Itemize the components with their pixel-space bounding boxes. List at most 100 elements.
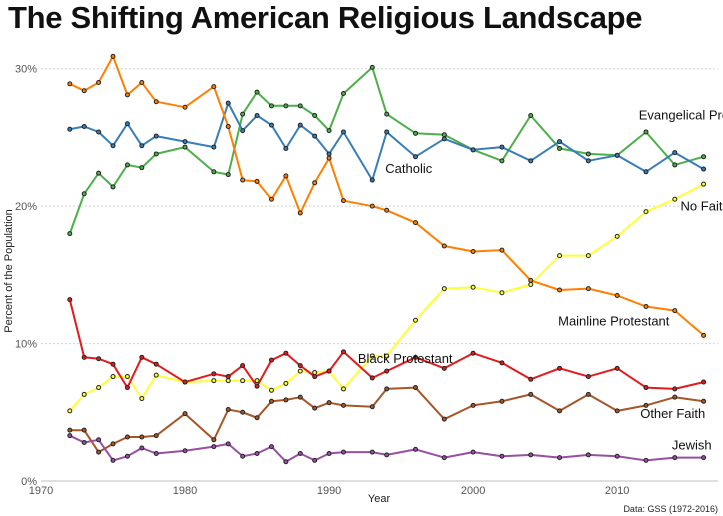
other-faith-point: [413, 385, 419, 391]
other-faith-point: [557, 408, 563, 414]
evangelical-protestant-point: [499, 158, 505, 164]
black-protestant-point: [441, 365, 447, 371]
black-protestant-point: [643, 385, 649, 391]
no-faith-point: [340, 386, 346, 392]
x-tick-label: 2010: [605, 485, 629, 497]
other-faith-point: [672, 394, 678, 400]
mainline-protestant-point: [672, 308, 678, 314]
black-protestant-point: [254, 383, 260, 389]
catholic-point: [384, 129, 390, 135]
jewish-point: [124, 453, 130, 459]
other-faith-point: [96, 449, 102, 455]
mainline-protestant-point: [499, 247, 505, 253]
catholic-point: [254, 112, 260, 118]
catholic-point: [283, 145, 289, 151]
evangelical-protestant-point: [557, 145, 563, 151]
jewish-point: [182, 448, 188, 454]
jewish-point: [672, 455, 678, 461]
catholic-point: [672, 150, 678, 156]
evangelical-protestant-point: [124, 162, 130, 168]
catholic-point: [67, 126, 73, 132]
x-tick-label: 1970: [29, 485, 53, 497]
other-faith-point: [182, 411, 188, 417]
other-faith-point: [312, 405, 318, 411]
catholic-point: [643, 169, 649, 175]
mainline-protestant-point: [413, 220, 419, 226]
x-tick-label: 1980: [173, 485, 197, 497]
black-protestant-point: [283, 350, 289, 356]
evangelical-protestant-point: [643, 129, 649, 135]
evangelical-protestant-point: [413, 130, 419, 136]
other-faith-label: Other Faith: [640, 406, 705, 421]
jewish-point: [585, 452, 591, 458]
mainline-protestant-point: [614, 292, 620, 298]
catholic-point: [268, 122, 274, 128]
catholic-point: [340, 129, 346, 135]
no-faith-point: [701, 181, 707, 187]
other-faith-point: [139, 434, 145, 440]
jewish-point: [701, 455, 707, 461]
other-faith-point: [614, 408, 620, 414]
jewish-point: [312, 457, 318, 463]
no-faith-point: [81, 391, 87, 397]
mainline-protestant-point: [153, 99, 159, 105]
mainline-protestant-point: [81, 88, 87, 94]
evangelical-protestant-point: [225, 172, 231, 178]
y-tick-label: 30%: [15, 64, 37, 76]
mainline-protestant-point: [643, 303, 649, 309]
catholic-point: [312, 133, 318, 139]
y-tick-label: 0%: [21, 476, 37, 488]
no-faith-point: [643, 209, 649, 215]
no-faith-label: No Faith: [681, 198, 723, 213]
no-faith-point: [413, 317, 419, 323]
black-protestant-point: [225, 374, 231, 380]
black-protestant-point: [240, 363, 246, 369]
jewish-point: [614, 453, 620, 459]
evangelical-protestant-point: [585, 151, 591, 157]
jewish-label: Jewish: [672, 437, 712, 452]
mainline-protestant-point: [557, 287, 563, 293]
chart-title: The Shifting American Religious Landscap…: [8, 0, 643, 35]
mainline-protestant-point: [326, 155, 332, 161]
jewish-point: [340, 449, 346, 455]
other-faith-line: [69, 386, 704, 454]
mainline-protestant-point: [110, 53, 116, 59]
catholic-point: [225, 100, 231, 106]
no-faith-point: [384, 353, 390, 359]
jewish-point: [240, 453, 246, 459]
no-faith-point: [312, 369, 318, 375]
no-faith-point: [528, 281, 534, 287]
mainline-protestant-point: [369, 203, 375, 209]
jewish-point: [557, 455, 563, 461]
black-protestant-point: [297, 363, 303, 369]
gridlines: [41, 68, 718, 345]
other-faith-point: [225, 407, 231, 413]
mainline-protestant-point: [297, 210, 303, 216]
other-faith-point: [643, 402, 649, 408]
mainline-protestant-point: [96, 79, 102, 85]
black-protestant-point: [585, 374, 591, 380]
evangelical-protestant-point: [326, 128, 332, 134]
catholic-point: [211, 144, 217, 150]
series-labels: Evangelical Protestant Catholic No Faith Ma…: [358, 108, 723, 453]
other-faith-point: [110, 441, 116, 447]
evangelical-protestant-point: [312, 112, 318, 118]
jewish-point: [326, 451, 332, 457]
catholic-point: [369, 177, 375, 183]
jewish-point: [254, 451, 260, 457]
evangelical-protestant-point: [441, 132, 447, 138]
jewish-point: [441, 455, 447, 461]
other-faith-point: [211, 437, 217, 443]
catholic-point: [182, 139, 188, 145]
evangelical-protestant-point: [283, 103, 289, 109]
y-tick-label: 10%: [15, 339, 37, 351]
mainline-protestant-point: [211, 84, 217, 90]
other-faith-point: [254, 415, 260, 421]
jewish-point: [211, 444, 217, 450]
black-protestant-point: [182, 379, 188, 385]
catholic-label: Catholic: [385, 161, 432, 176]
black-protestant-point: [369, 375, 375, 381]
other-faith-point: [240, 409, 246, 415]
mainline-protestant-point: [528, 277, 534, 283]
